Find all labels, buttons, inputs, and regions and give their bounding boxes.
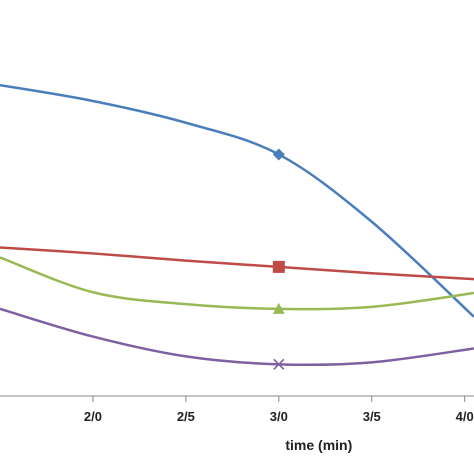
x-tick-label: 4/0 — [456, 409, 474, 424]
x-axis-title: time (min) — [285, 437, 352, 453]
series-3-marker — [272, 302, 285, 314]
series-line-3 — [0, 256, 474, 311]
series-2-marker — [272, 260, 285, 273]
series-layer — [0, 83, 474, 367]
x-tick-layer: 2/0 2/5 3/0 3/5 4/0 — [84, 396, 474, 424]
x-tick-label: 2/5 — [177, 409, 195, 424]
x-tick-label: 2/0 — [84, 409, 102, 424]
series-line-4 — [0, 307, 474, 367]
x-tick-label: 3/5 — [363, 409, 381, 424]
x-tick-label: 3/0 — [270, 409, 288, 424]
marker-layer — [272, 148, 285, 370]
series-4-marker — [273, 358, 285, 370]
series-line-2 — [0, 246, 474, 281]
series-line-1 — [0, 83, 474, 318]
series-1-marker — [272, 148, 285, 161]
